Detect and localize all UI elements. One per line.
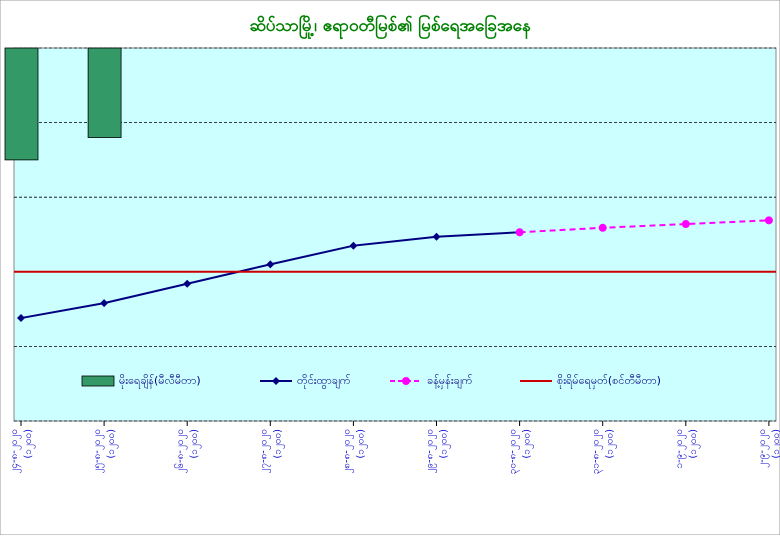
x-tick-label: ၁-၉-၂၀၂၀ [674, 429, 687, 469]
level-point [349, 241, 358, 250]
x-tick-label: ၂၆-၈-၂၀၂၀ [173, 429, 188, 474]
rain-bar [4, 47, 39, 161]
forecast-point [681, 220, 690, 229]
x-tick-label: ၂၇-၈-၂၀၂၀ [258, 429, 271, 474]
chart-title: ဆိပ်သာမြို့၊ ဧရာဝတီမြစ်၏ မြစ်ရေအခြေအနေ [249, 13, 530, 40]
forecast-line [519, 219, 769, 234]
rain-bar [87, 47, 122, 138]
legend-swatch [81, 375, 115, 387]
x-tick-label: ၂၈-၈-၂၀၂၀ [341, 429, 354, 474]
level-point [183, 279, 192, 288]
x-tick-time: (၁၂၀၀) [439, 429, 452, 459]
level-point [100, 299, 109, 308]
x-tick-time: (၁၂၀၀) [23, 429, 36, 459]
x-tick-label: ၂-၉-၂၀၂၀ [757, 429, 770, 468]
x-tick-time: (၁၂၀၀) [771, 429, 780, 459]
x-tick-time: (၁၂၀၀) [106, 429, 119, 459]
legend-label: မိုးရေချိန်(မီလီမီတာ) [119, 374, 201, 389]
x-tick-label: ၃၀-၈-၂၀၂၀ [508, 429, 521, 474]
legend-label: တိုင်းထွာချက် [297, 374, 351, 389]
x-tick-label: ၂၉-၈-၂၀၂၀ [425, 429, 438, 474]
x-tick-label: ၃၁-၈-၂၀၂၀ [591, 429, 604, 474]
legend-label: စိုးရိမ်ရေမှတ်(စင်တီမီတာ) [557, 374, 661, 389]
legend-marker [272, 377, 280, 385]
x-tick-time: (၁၂၀၀) [355, 429, 368, 459]
level-point [17, 314, 25, 323]
level-point [266, 260, 275, 269]
forecast-point [598, 223, 607, 232]
legend-marker [402, 377, 410, 385]
x-tick-time: (၁၂၀၀) [605, 429, 618, 459]
level-point [432, 232, 441, 241]
forecast-point [515, 228, 524, 237]
x-tick-time: (၁၂၀၀) [189, 429, 202, 459]
x-tick-time: (၁၂၀၀) [688, 429, 701, 459]
x-tick-time: (၁၂၀၀) [522, 429, 535, 459]
plot-area [13, 47, 777, 422]
forecast-point [764, 216, 773, 225]
legend-label: ခန့်မှန်းချက် [427, 374, 473, 389]
x-tick-label: ၂၅-၈-၂၀၂၀ [92, 429, 105, 474]
x-tick-time: (၁၂၀၀) [272, 429, 285, 459]
x-tick-label: ၂၄-၈-၂၀၂၀ [9, 429, 22, 474]
